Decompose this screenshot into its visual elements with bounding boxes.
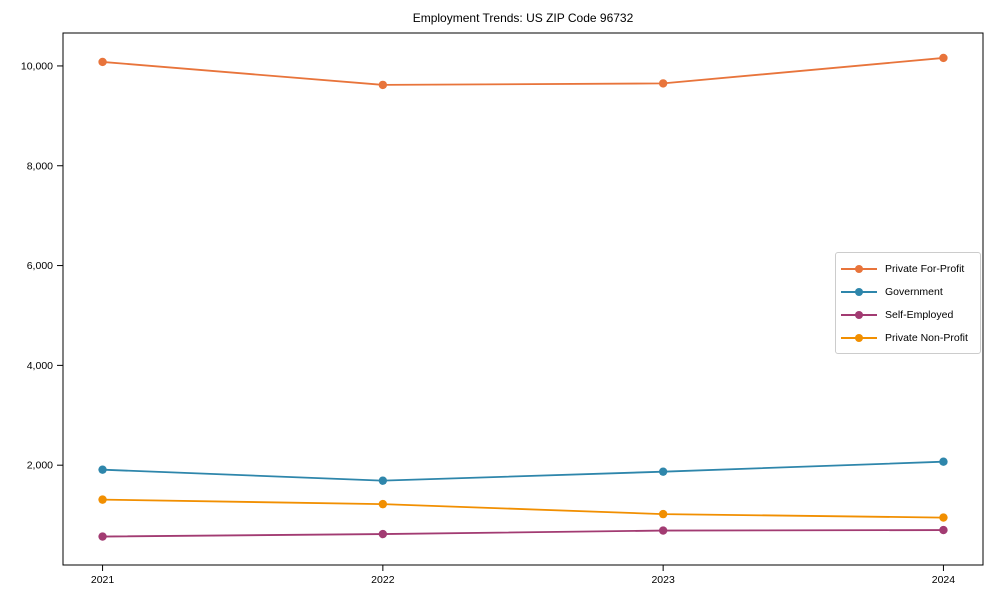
series-marker bbox=[658, 79, 668, 88]
legend-swatch-icon bbox=[841, 310, 877, 320]
legend-item: Private Non-Profit bbox=[841, 326, 973, 349]
series-marker bbox=[378, 80, 388, 90]
series-line bbox=[102, 460, 944, 482]
x-tick-label: 2022 bbox=[371, 574, 395, 586]
x-tick-label: 2021 bbox=[91, 574, 115, 586]
series-marker bbox=[98, 465, 107, 474]
series-marker bbox=[378, 476, 388, 485]
series-marker bbox=[939, 525, 948, 535]
legend-item: Government bbox=[841, 280, 973, 303]
legend-label: Self-Employed bbox=[885, 308, 954, 321]
y-tick-label: 6,000 bbox=[27, 260, 53, 272]
series-marker bbox=[939, 53, 948, 63]
y-tick-label: 8,000 bbox=[27, 160, 53, 172]
series-marker bbox=[939, 513, 948, 522]
legend-item: Private For-Profit bbox=[841, 257, 973, 280]
legend-label: Private Non-Profit bbox=[885, 331, 968, 344]
series-marker bbox=[98, 532, 107, 541]
legend-swatch-icon bbox=[841, 287, 877, 297]
legend-swatch-icon bbox=[841, 264, 877, 274]
legend-dot-icon bbox=[855, 287, 863, 296]
y-tick-label: 10,000 bbox=[21, 60, 53, 72]
series-marker bbox=[378, 499, 388, 509]
legend-dot-icon bbox=[855, 310, 863, 319]
series-marker bbox=[658, 526, 668, 535]
x-tick-label: 2023 bbox=[651, 574, 675, 586]
legend-item: Self-Employed bbox=[841, 303, 973, 326]
legend-swatch-icon bbox=[841, 333, 877, 343]
series-marker bbox=[378, 529, 388, 539]
y-tick-label: 4,000 bbox=[27, 360, 53, 372]
legend-label: Government bbox=[885, 285, 943, 298]
legend: Private For-Profit Government Self-Employe… bbox=[835, 252, 981, 354]
series-marker bbox=[939, 457, 948, 466]
series-marker bbox=[98, 57, 107, 67]
chart-title: Employment Trends: US ZIP Code 96732 bbox=[412, 11, 634, 25]
legend-dot-icon bbox=[855, 333, 863, 342]
series-line bbox=[102, 57, 944, 86]
legend-label: Private For-Profit bbox=[885, 262, 965, 275]
series-line bbox=[102, 498, 944, 519]
series-marker bbox=[98, 495, 107, 504]
plot-border bbox=[62, 32, 984, 566]
series-line bbox=[102, 529, 944, 538]
y-tick-label: 2,000 bbox=[27, 460, 53, 472]
legend-dot-icon bbox=[855, 264, 863, 273]
series-marker bbox=[658, 467, 668, 476]
series-marker bbox=[658, 509, 668, 519]
x-tick-label: 2024 bbox=[932, 574, 956, 586]
